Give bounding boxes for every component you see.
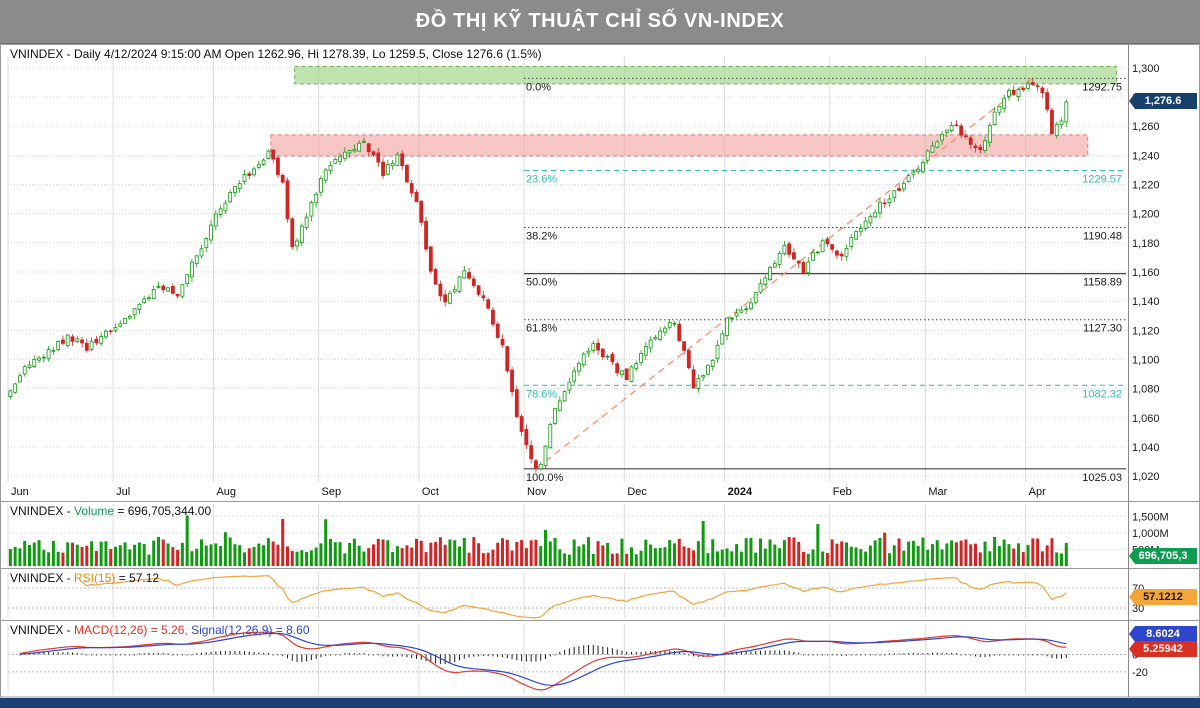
svg-text:2024: 2024 — [728, 486, 753, 498]
svg-text:1,020: 1,020 — [1132, 471, 1160, 483]
svg-text:1229.57: 1229.57 — [1082, 174, 1122, 186]
macd-title-label: MACD(12,26) = 5.26, — [74, 623, 188, 637]
rsi-title-prefix: VNINDEX - — [10, 571, 75, 585]
svg-text:1292.75: 1292.75 — [1082, 81, 1122, 93]
volume-layer — [8, 515, 1068, 566]
svg-text:1158.89: 1158.89 — [1083, 277, 1122, 289]
svg-text:Dec: Dec — [627, 486, 647, 498]
rsi-value-badge: 57.1212 — [1129, 589, 1197, 605]
svg-text:1,220: 1,220 — [1132, 180, 1160, 192]
svg-text:0.0%: 0.0% — [526, 81, 551, 93]
macd-title-prefix: VNINDEX - — [10, 623, 75, 637]
title-bar: ĐỒ THỊ KỸ THUẬT CHỈ SỐ VN-INDEX — [0, 0, 1200, 44]
trendline-layer — [535, 77, 1034, 470]
frame-layer — [0, 44, 1200, 698]
price-pane-title-text: VNINDEX - Daily 4/12/2024 9:15:00 AM Ope… — [10, 47, 542, 61]
svg-text:1190.48: 1190.48 — [1083, 231, 1122, 243]
svg-text:1,160: 1,160 — [1132, 267, 1160, 279]
page-title: ĐỒ THỊ KỸ THUẬT CHỈ SỐ VN-INDEX — [415, 10, 785, 32]
svg-text:1,120: 1,120 — [1132, 325, 1160, 337]
svg-text:1,260: 1,260 — [1132, 121, 1160, 133]
signal-title-label: Signal(12,26,9) = 8.60 — [187, 623, 310, 637]
horizontal-scrollbar[interactable] — [0, 698, 1200, 708]
resistance-zone — [294, 65, 1117, 85]
volume-title-prefix: VNINDEX - — [10, 504, 75, 518]
volume-title-label: Volume — [74, 504, 115, 518]
svg-text:Aug: Aug — [216, 486, 236, 498]
svg-text:38.2%: 38.2% — [526, 231, 557, 243]
svg-text:1,000M: 1,000M — [1132, 528, 1169, 540]
svg-text:1,500M: 1,500M — [1132, 511, 1169, 523]
macd-pane-title: VNINDEX - MACD(12,26) = 5.26, Signal(12,… — [10, 623, 310, 637]
svg-text:100.0%: 100.0% — [526, 472, 564, 484]
svg-text:61.8%: 61.8% — [526, 323, 557, 335]
svg-text:1,080: 1,080 — [1132, 384, 1160, 396]
svg-text:Jun: Jun — [11, 486, 29, 498]
volume-value-badge: 696,705,3 — [1129, 548, 1197, 564]
price-pane-title: VNINDEX - Daily 4/12/2024 9:15:00 AM Ope… — [10, 47, 542, 61]
svg-text:78.6%: 78.6% — [526, 388, 557, 400]
volume-title-value: = 696,705,344.00 — [114, 504, 212, 518]
rsi-pane-title: VNINDEX - RSI(15) = 57.12 — [10, 571, 159, 585]
volume-pane-title: VNINDEX - Volume = 696,705,344.00 — [10, 504, 211, 518]
gridline-layer — [7, 56, 1126, 694]
svg-text:Nov: Nov — [527, 486, 547, 498]
svg-text:1082.32: 1082.32 — [1082, 388, 1122, 400]
svg-text:Feb: Feb — [833, 486, 852, 498]
svg-text:1025.03: 1025.03 — [1082, 472, 1122, 484]
svg-text:Apr: Apr — [1029, 486, 1046, 498]
svg-text:1,180: 1,180 — [1132, 238, 1160, 250]
svg-text:1,300: 1,300 — [1132, 63, 1160, 75]
candlestick-layer — [8, 77, 1069, 473]
svg-text:1,140: 1,140 — [1132, 296, 1160, 308]
supply-zone — [270, 134, 1089, 157]
rsi-layer — [81, 575, 1067, 619]
rsi-title-label: RSI(15) — [74, 571, 116, 585]
svg-text:23.6%: 23.6% — [526, 174, 557, 186]
macd-value-badge: 5.25942 — [1129, 641, 1197, 657]
signal-value-badge: 8.6024 — [1129, 626, 1197, 642]
svg-text:30: 30 — [1132, 603, 1144, 615]
last-price-badge: 1,276.6 — [1129, 93, 1197, 109]
svg-text:1,200: 1,200 — [1132, 209, 1160, 221]
svg-text:Oct: Oct — [422, 486, 439, 498]
svg-text:1,060: 1,060 — [1132, 413, 1160, 425]
svg-text:-20: -20 — [1132, 667, 1148, 679]
svg-text:Sep: Sep — [322, 486, 342, 498]
svg-text:1,240: 1,240 — [1132, 150, 1160, 162]
svg-text:Mar: Mar — [928, 486, 947, 498]
svg-text:Jul: Jul — [116, 486, 130, 498]
svg-text:1,100: 1,100 — [1132, 355, 1160, 367]
fibonacci-layer: 0.0% 1292.75 23.6% 1229.57 38.2% 1190.48 50.0%… — [524, 77, 1126, 484]
rsi-title-value: = 57.12 — [115, 571, 160, 585]
svg-text:1127.30: 1127.30 — [1083, 323, 1122, 335]
macd-layer — [19, 631, 1067, 691]
svg-text:1,040: 1,040 — [1132, 442, 1160, 454]
svg-text:50.0%: 50.0% — [526, 277, 557, 289]
zone-layer — [270, 65, 1117, 157]
